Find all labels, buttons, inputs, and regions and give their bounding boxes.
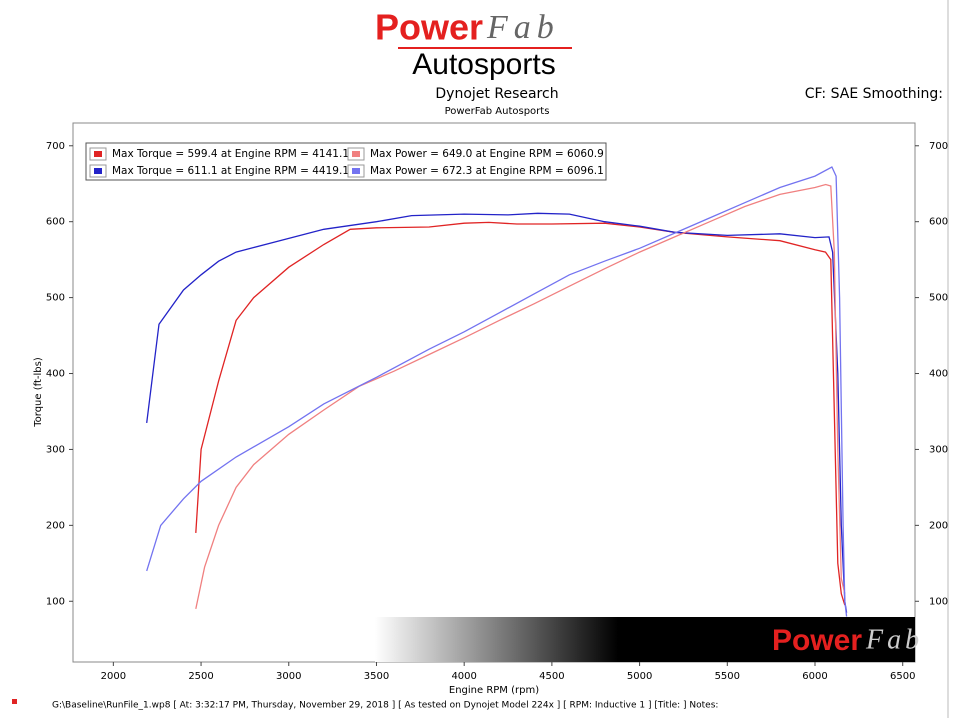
- legend-swatch-fill: [94, 168, 102, 174]
- x-tick-label: 4500: [539, 671, 564, 682]
- legend-label: Max Power = 649.0 at Engine RPM = 6060.9: [370, 148, 604, 160]
- watermark-fab: Fab: [865, 624, 923, 655]
- legend-swatch-fill: [352, 168, 360, 174]
- series-line: [195, 183, 846, 610]
- legend-swatch-fill: [94, 151, 102, 157]
- y-tick-label: 400: [46, 369, 65, 380]
- legend-label: Max Torque = 611.1 at Engine RPM = 4419.…: [112, 165, 349, 177]
- y2-tick-label: 500: [929, 293, 948, 304]
- y2-tick-label: 200: [929, 520, 948, 531]
- footer-icon: [12, 699, 17, 704]
- y-tick-label: 700: [46, 141, 65, 152]
- series-line: [146, 212, 848, 613]
- cf-label: CF: SAE Smoothing:: [805, 86, 943, 102]
- y2-tick-label: 700: [929, 141, 948, 152]
- y2-tick-label: 400: [929, 369, 948, 380]
- watermark-power: Power: [772, 624, 862, 657]
- x-tick-label: 3500: [364, 671, 389, 682]
- y2-tick-label: 100: [929, 596, 948, 607]
- y-tick-label: 600: [46, 217, 65, 228]
- legend: Max Torque = 599.4 at Engine RPM = 4141.…: [85, 142, 607, 181]
- y-axis-label: Torque (ft-lbs): [33, 357, 44, 428]
- series-line: [195, 221, 846, 606]
- x-tick-label: 2000: [101, 671, 126, 682]
- chart-subtitle: PowerFab Autosports: [445, 106, 550, 117]
- legend-label: Max Power = 672.3 at Engine RPM = 6096.1: [370, 165, 604, 177]
- x-tick-label: 5000: [627, 671, 652, 682]
- x-tick-label: 3000: [276, 671, 301, 682]
- logo-autosports: Autosports: [412, 48, 555, 81]
- legend-box: [85, 142, 607, 181]
- footer-text: G:\Baseline\RunFile_1.wp8 [ At: 3:32:17 …: [52, 701, 718, 711]
- watermark-band: [375, 617, 915, 662]
- logo-power: Power: [375, 7, 483, 48]
- y-tick-label: 100: [46, 596, 65, 607]
- chart-title: Dynojet Research: [435, 86, 558, 102]
- x-axis-label: Engine RPM (rpm): [449, 685, 539, 696]
- y2-tick-label: 600: [929, 217, 948, 228]
- y-tick-label: 200: [46, 520, 65, 531]
- x-tick-label: 5500: [715, 671, 740, 682]
- x-tick-label: 4000: [451, 671, 476, 682]
- x-tick-label: 6000: [802, 671, 827, 682]
- y-tick-label: 500: [46, 293, 65, 304]
- x-tick-label: 6500: [890, 671, 915, 682]
- series-line: [146, 166, 848, 617]
- y2-tick-label: 300: [929, 444, 948, 455]
- plot-area: [72, 122, 916, 663]
- legend-swatch-fill: [352, 151, 360, 157]
- y-tick-label: 300: [46, 444, 65, 455]
- x-tick-label: 2500: [188, 671, 213, 682]
- legend-label: Max Torque = 599.4 at Engine RPM = 4141.…: [112, 148, 349, 160]
- logo-fab: Fab: [486, 9, 560, 46]
